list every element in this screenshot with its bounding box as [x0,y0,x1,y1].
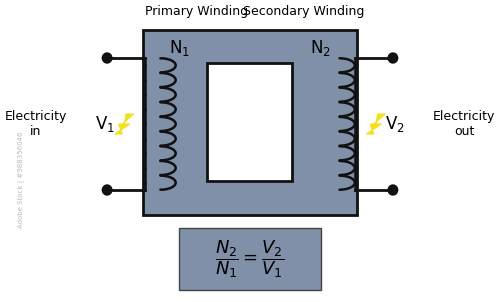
Text: Adobe Stock | #988356046: Adobe Stock | #988356046 [18,132,25,228]
Circle shape [102,53,112,63]
Text: Secondary Winding: Secondary Winding [242,5,364,18]
Text: Electricity
in: Electricity in [4,110,67,138]
Circle shape [388,53,398,63]
Text: $\dfrac{N_2}{N_1} = \dfrac{V_2}{V_1}$: $\dfrac{N_2}{N_1} = \dfrac{V_2}{V_1}$ [216,238,284,280]
Polygon shape [366,114,386,134]
Circle shape [388,185,398,195]
Text: Electricity
out: Electricity out [433,110,496,138]
Circle shape [102,185,112,195]
Text: V$_1$: V$_1$ [95,114,114,134]
Text: V$_2$: V$_2$ [386,114,405,134]
FancyBboxPatch shape [207,63,292,181]
Text: Primary Winding: Primary Winding [145,5,248,18]
Text: N$_2$: N$_2$ [310,38,331,58]
Polygon shape [114,114,134,134]
FancyBboxPatch shape [144,30,356,215]
FancyBboxPatch shape [178,228,322,290]
Text: N$_1$: N$_1$ [169,38,190,58]
